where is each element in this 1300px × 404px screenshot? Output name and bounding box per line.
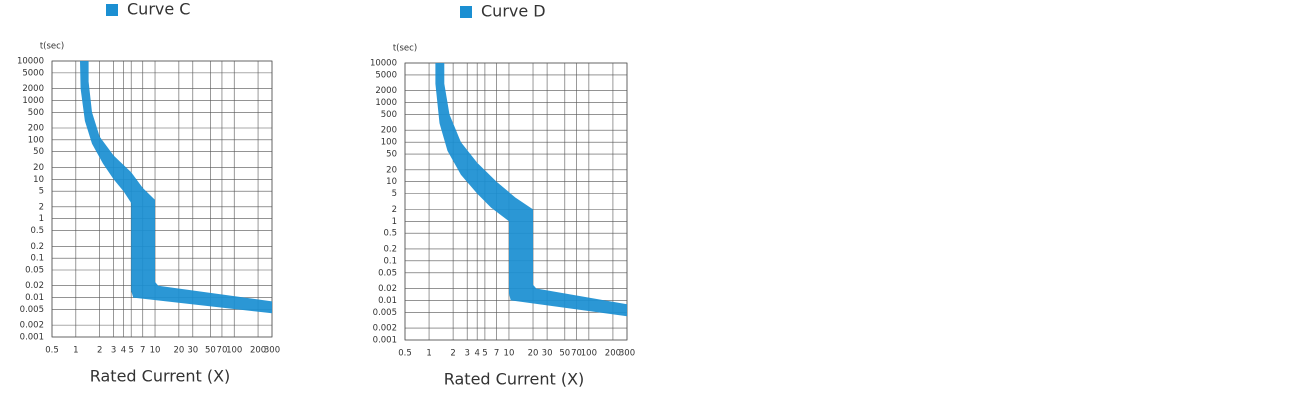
x-tick-label: 5 (482, 349, 487, 359)
x-tick-label: 30 (187, 346, 198, 356)
x-tick-label: 4 (474, 349, 479, 359)
x-tick-label: 3 (111, 346, 116, 356)
y-tick-label: 0.001 (20, 333, 44, 343)
y-tick-label: 50 (386, 150, 397, 160)
plot-frame (404, 62, 628, 341)
y-tick-label: 0.5 (30, 226, 44, 236)
x-tick-label: 1 (426, 349, 431, 359)
y-tick-label: 0.001 (373, 336, 397, 346)
title-swatch (106, 4, 118, 16)
y-tick-label: 0.02 (378, 284, 397, 294)
y-axis-label: t(sec) (40, 42, 64, 52)
y-tick-label: 0.1 (383, 256, 397, 266)
y-tick-label: 0.2 (30, 242, 44, 252)
y-tick-label: 100 (381, 138, 397, 148)
x-tick-label: 300 (264, 346, 280, 356)
x-tick-label: 4 (121, 346, 126, 356)
y-tick-label: 0.01 (378, 296, 397, 306)
y-tick-label: 1000 (22, 96, 44, 106)
x-tick-label: 50 (205, 346, 216, 356)
x-tick-label: 200 (605, 349, 621, 359)
y-tick-label: 50 (33, 147, 44, 157)
y-tick-label: 0.005 (373, 308, 397, 318)
chart-title: Curve D (481, 2, 546, 21)
y-tick-label: 100 (28, 135, 44, 145)
x-tick-label: 100 (581, 349, 597, 359)
y-tick-label: 0.5 (383, 229, 397, 239)
x-tick-label: 1 (73, 346, 78, 356)
y-tick-label: 0.002 (20, 321, 44, 331)
y-tick-label: 20 (386, 165, 397, 175)
y-tick-label: 0.01 (25, 293, 44, 303)
x-tick-label: 2 (450, 349, 455, 359)
x-tick-label: 200 (250, 346, 266, 356)
x-axis-label: Rated Current (X) (90, 367, 231, 386)
y-tick-label: 2 (39, 202, 44, 212)
x-tick-label: 70 (571, 349, 582, 359)
x-tick-label: 300 (619, 349, 635, 359)
y-tick-label: 5 (392, 189, 397, 199)
y-tick-label: 2 (392, 205, 397, 215)
y-tick-label: 20 (33, 163, 44, 173)
plot-frame (51, 60, 273, 338)
x-tick-label: 10 (504, 349, 515, 359)
trip-band (435, 63, 627, 317)
x-tick-label: 3 (464, 349, 469, 359)
y-tick-label: 0.1 (30, 254, 44, 264)
y-tick-label: 500 (381, 110, 397, 120)
y-tick-label: 10 (33, 175, 44, 185)
y-tick-label: 5 (39, 187, 44, 197)
y-tick-label: 500 (28, 108, 44, 118)
y-tick-label: 0.005 (20, 305, 44, 315)
title-swatch (460, 6, 472, 18)
x-tick-label: 50 (559, 349, 570, 359)
y-tick-label: 2000 (375, 86, 397, 96)
y-tick-label: 5000 (22, 68, 44, 78)
x-tick-label: 0.5 (398, 349, 412, 359)
y-tick-label: 0.002 (373, 324, 397, 334)
x-tick-label: 7 (494, 349, 499, 359)
y-tick-label: 2000 (22, 84, 44, 94)
y-tick-label: 10000 (370, 59, 397, 69)
x-tick-label: 7 (140, 346, 145, 356)
y-tick-label: 10 (386, 177, 397, 187)
x-tick-label: 70 (217, 346, 228, 356)
y-tick-label: 1000 (375, 98, 397, 108)
x-tick-label: 20 (173, 346, 184, 356)
x-tick-label: 2 (97, 346, 102, 356)
x-tick-label: 0.5 (45, 346, 59, 356)
x-tick-label: 10 (150, 346, 161, 356)
y-axis-label: t(sec) (393, 44, 417, 54)
y-tick-label: 0.02 (25, 281, 44, 291)
y-tick-label: 200 (28, 123, 44, 133)
y-tick-label: 0.2 (383, 244, 397, 254)
x-tick-label: 20 (528, 349, 539, 359)
y-tick-label: 200 (381, 126, 397, 136)
y-tick-label: 0.05 (378, 268, 397, 278)
y-tick-label: 0.05 (25, 266, 44, 276)
y-tick-label: 5000 (375, 70, 397, 80)
x-tick-label: 100 (226, 346, 242, 356)
x-tick-label: 5 (128, 346, 133, 356)
y-tick-label: 1 (392, 217, 397, 227)
y-tick-label: 10000 (17, 57, 44, 67)
y-tick-label: 1 (39, 214, 44, 224)
trip-band (80, 61, 272, 314)
x-axis-label: Rated Current (X) (444, 370, 585, 389)
chart-title: Curve C (127, 0, 190, 19)
x-tick-label: 30 (542, 349, 553, 359)
